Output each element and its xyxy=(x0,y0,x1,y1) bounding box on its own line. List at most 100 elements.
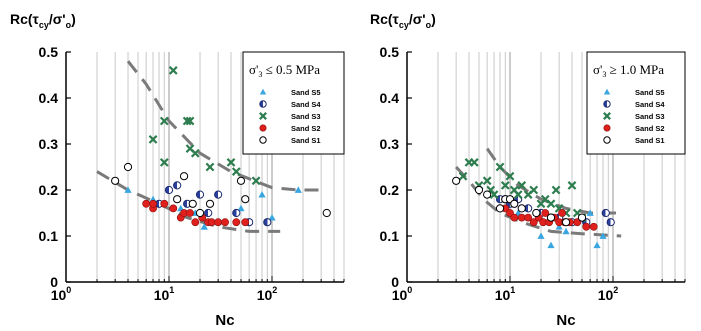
data-point xyxy=(532,208,541,218)
data-point xyxy=(495,162,505,172)
chart-title: Rc(τcy/σ'o) xyxy=(370,11,436,30)
x-axis-label: Nc xyxy=(215,312,234,329)
data-point xyxy=(259,100,267,108)
series-sand-s2 xyxy=(142,199,250,227)
data-point xyxy=(123,162,133,172)
data-point xyxy=(593,241,601,249)
y-tick-label: 0.5 xyxy=(39,44,59,60)
x-tick-label: 101 xyxy=(495,285,516,303)
data-point xyxy=(205,199,215,208)
data-point xyxy=(558,209,566,217)
data-point xyxy=(251,176,261,186)
y-tick-label: 0.1 xyxy=(39,228,59,244)
data-point xyxy=(124,186,132,193)
legend-entry: Sand S3 xyxy=(291,112,321,121)
data-point xyxy=(173,181,182,190)
data-point xyxy=(500,181,510,190)
data-point xyxy=(547,241,555,249)
x-tick-label: 100 xyxy=(51,285,72,303)
data-point xyxy=(204,208,213,218)
legend-entry: Sand S2 xyxy=(291,124,321,133)
data-point xyxy=(546,213,556,222)
data-point xyxy=(182,116,192,126)
data-point xyxy=(191,218,200,227)
legend-entry: Sand S2 xyxy=(635,124,665,133)
series-sand-s1 xyxy=(452,176,587,227)
y-tick-label: 0 xyxy=(391,274,399,290)
y-tick-label: 0.5 xyxy=(380,44,400,60)
data-point xyxy=(200,223,208,230)
data-point xyxy=(603,88,611,95)
data-point xyxy=(474,185,484,195)
data-point xyxy=(603,124,611,132)
data-point xyxy=(142,199,151,208)
data-point xyxy=(322,208,331,218)
data-point xyxy=(586,209,594,216)
y-tick-label: 0.4 xyxy=(380,90,400,106)
data-point xyxy=(524,213,533,222)
x-tick-label: 102 xyxy=(257,285,278,303)
chart-left: Rc(τcy/σ'o) 0 0.1 0.2 0.3 0.4 0.5 100 101 102 Nc σ'… xyxy=(10,11,345,329)
data-point xyxy=(259,112,267,120)
legend-entry: Sand S3 xyxy=(635,112,665,121)
data-point xyxy=(111,176,120,185)
series-sand-s1 xyxy=(111,162,331,218)
y-tick-label: 0.3 xyxy=(380,136,400,152)
data-point xyxy=(236,176,246,185)
data-point xyxy=(214,218,223,227)
y-tick-label: 0.4 xyxy=(39,90,59,106)
data-point xyxy=(263,218,272,227)
data-point xyxy=(555,223,563,230)
y-tick-label: 0.2 xyxy=(380,182,400,198)
data-point xyxy=(517,181,527,190)
data-point xyxy=(482,176,492,186)
data-point xyxy=(589,222,598,231)
data-point xyxy=(168,66,178,75)
data-point xyxy=(231,167,241,176)
data-point xyxy=(195,190,205,199)
data-point xyxy=(160,199,169,208)
data-point xyxy=(268,214,276,221)
data-point xyxy=(221,218,229,227)
data-point xyxy=(241,218,250,227)
data-point xyxy=(537,232,545,239)
legend: σ'3 ≤ 0.5 MPa Sand S5 Sand S4 Sand S3 Sand S… xyxy=(242,51,345,155)
legend-entry: Sand S1 xyxy=(291,136,321,145)
data-point xyxy=(258,191,266,198)
grid xyxy=(65,52,345,282)
y-tick-label: 0 xyxy=(50,274,58,290)
data-point xyxy=(469,158,479,167)
data-point xyxy=(505,171,515,181)
data-point xyxy=(489,190,499,199)
chart-title: Rc(τcy/σ'o) xyxy=(10,11,76,30)
data-point xyxy=(226,158,236,167)
trend-line xyxy=(126,60,322,192)
x-tick-label: 101 xyxy=(154,285,175,303)
data-point xyxy=(169,204,178,213)
data-point xyxy=(495,204,505,213)
legend-title: σ'3 ≥ 1.0 MPa xyxy=(593,62,664,79)
data-point xyxy=(179,172,189,181)
data-point xyxy=(186,209,194,217)
data-point xyxy=(452,176,461,185)
data-point xyxy=(529,218,538,227)
data-point xyxy=(205,162,215,172)
data-point xyxy=(190,148,200,158)
data-point xyxy=(601,208,610,218)
data-point xyxy=(173,195,182,204)
data-point xyxy=(259,88,267,95)
data-point xyxy=(164,185,174,195)
legend-entry: Sand S4 xyxy=(635,100,665,109)
data-point xyxy=(603,112,611,120)
data-point xyxy=(582,222,591,231)
data-point xyxy=(606,218,615,227)
data-point xyxy=(148,135,158,144)
data-point xyxy=(188,199,197,208)
x-tick-label: 100 xyxy=(392,285,413,303)
data-point xyxy=(546,199,556,209)
data-point xyxy=(510,213,519,222)
data-point xyxy=(513,190,523,199)
y-tick-label: 0.3 xyxy=(39,136,59,152)
data-point xyxy=(603,136,611,144)
y-tick-label: 0.2 xyxy=(39,182,59,198)
